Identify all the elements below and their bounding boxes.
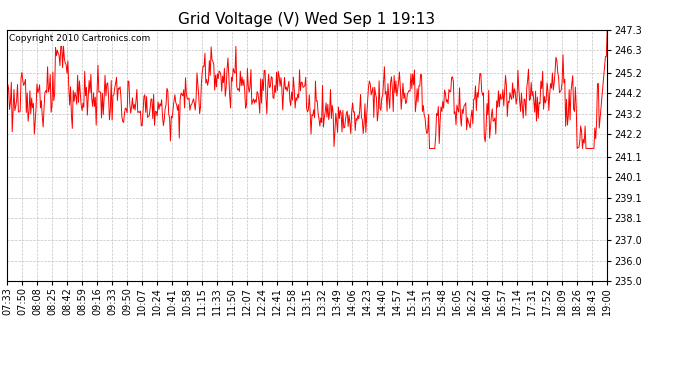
Title: Grid Voltage (V) Wed Sep 1 19:13: Grid Voltage (V) Wed Sep 1 19:13 [179,12,435,27]
Text: Copyright 2010 Cartronics.com: Copyright 2010 Cartronics.com [9,34,150,43]
